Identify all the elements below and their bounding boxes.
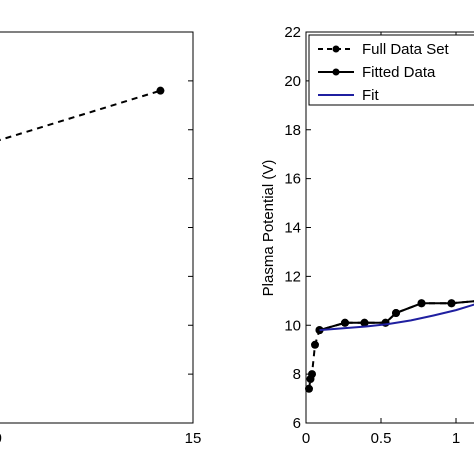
series-line-full-data-set — [308, 300, 474, 389]
data-point-fitted-data-1 — [341, 318, 349, 327]
legend: Full Data Set Fitted Data Fit — [308, 34, 474, 106]
data-point-fitted-data-6 — [447, 299, 456, 308]
left-x-ticks: 0 15 — [0, 32, 201, 447]
x-tick-label-0: 0 — [302, 430, 310, 447]
left-series-layer — [0, 86, 165, 141]
data-point-fitted-data-5 — [417, 299, 426, 308]
legend-label-full-data-set: Full Data Set — [362, 41, 450, 58]
legend-label-fitted-data: Fitted Data — [362, 64, 436, 81]
series-line-fit — [319, 303, 474, 332]
left-panel: 0 15 — [0, 31, 201, 447]
right-series-layer — [305, 299, 474, 393]
left-x-tick-label-1: 15 — [185, 430, 202, 447]
x-tick-label-1: 0.5 — [371, 430, 392, 447]
data-point-full-data-set-3 — [311, 340, 319, 349]
data-point-fitted-data-4 — [392, 309, 400, 318]
y-tick-label-4: 14 — [284, 220, 301, 237]
y-tick-label-6: 18 — [284, 122, 301, 139]
legend-marker-fitted-data — [332, 68, 340, 76]
data-point-fitted-data-2 — [360, 318, 369, 327]
y-tick-label-7: 20 — [284, 73, 301, 90]
y-tick-label-3: 12 — [284, 268, 301, 285]
data-point-full-data-set-2 — [308, 370, 316, 379]
y-tick-label-1: 8 — [293, 366, 301, 383]
legend-entry-full-data-set: Full Data Set — [318, 41, 450, 58]
legend-marker-full-data-set — [332, 45, 340, 53]
y-tick-label-8: 22 — [284, 24, 301, 41]
y-tick-label-0: 6 — [293, 415, 301, 432]
y-tick-label-5: 16 — [284, 171, 301, 188]
left-series-point-0-1 — [156, 86, 165, 95]
legend-label-fit: Fit — [362, 87, 379, 104]
data-point-full-data-set-0 — [305, 384, 313, 393]
y-tick-label-2: 10 — [284, 317, 301, 334]
y-axis-label: Plasma Potential (V) — [260, 160, 277, 297]
left-x-tick-label-0: 0 — [0, 430, 2, 447]
left-series-line-0 — [0, 89, 161, 141]
x-tick-label-2: 1 — [452, 430, 460, 447]
legend-entry-fitted-data: Fitted Data — [318, 64, 436, 81]
legend-entry-fit: Fit — [318, 87, 379, 104]
